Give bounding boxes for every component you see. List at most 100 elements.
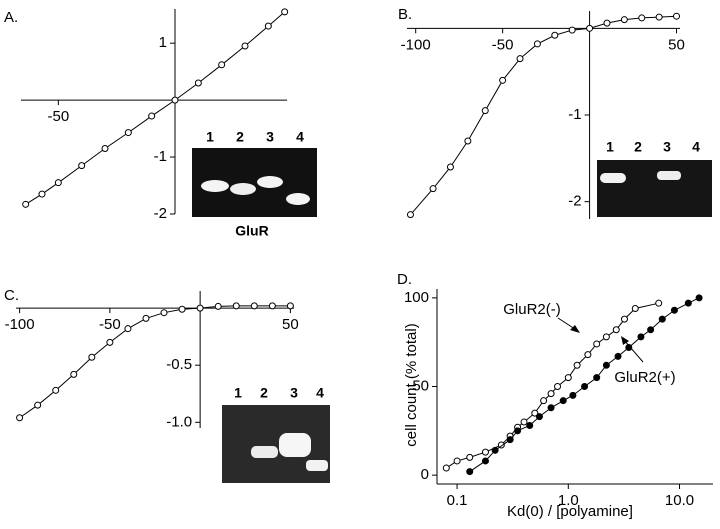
- data-point: [564, 374, 572, 382]
- data-point: [70, 370, 78, 378]
- x-tick-label: 50: [282, 316, 299, 333]
- y-tick-label: -1.0: [166, 413, 192, 430]
- x-tick-label: -50: [47, 108, 69, 125]
- data-point: [593, 340, 601, 348]
- annotation-arrow: [623, 339, 644, 363]
- y-tick-label: -1: [568, 106, 581, 123]
- y-tick-label: -0.5: [166, 356, 192, 373]
- data-point: [547, 404, 555, 412]
- data-point: [625, 344, 633, 351]
- data-point: [584, 351, 592, 359]
- data-point: [647, 326, 655, 334]
- lane-label: 3: [663, 139, 671, 155]
- lane-label: 2: [634, 139, 642, 155]
- data-point: [638, 14, 646, 22]
- data-point: [52, 386, 60, 394]
- data-point: [22, 200, 30, 208]
- data-point: [614, 352, 622, 360]
- data-point: [637, 333, 645, 341]
- y-tick-label: -2: [568, 193, 581, 210]
- data-point: [34, 401, 42, 409]
- data-point: [54, 179, 62, 187]
- data-point: [631, 305, 639, 312]
- x-tick-label: -100: [401, 36, 431, 53]
- data-point: [481, 107, 489, 115]
- data-point: [148, 112, 156, 120]
- lane-label: 2: [260, 385, 268, 401]
- data-point: [551, 31, 559, 39]
- y-tick-label: -2: [154, 205, 167, 222]
- arrow-head: [570, 325, 580, 333]
- data-point: [568, 26, 576, 34]
- x-tick-label: 0.1: [447, 492, 468, 509]
- data-point: [491, 446, 499, 454]
- data-point: [124, 129, 132, 137]
- lane-label: 2: [236, 129, 244, 145]
- data-point: [106, 338, 114, 346]
- lane-label: 3: [266, 129, 274, 145]
- data-point: [569, 391, 577, 399]
- data-point: [547, 390, 555, 398]
- data-point: [196, 304, 204, 312]
- data-point: [124, 325, 132, 333]
- data-point: [526, 422, 534, 429]
- y-tick-label: -1: [154, 148, 167, 165]
- data-point: [516, 55, 524, 63]
- data-point: [464, 137, 472, 145]
- y-tick-label: 1: [159, 34, 167, 51]
- lane-label: 3: [290, 385, 298, 401]
- data-point: [171, 96, 179, 104]
- data-point: [429, 185, 437, 193]
- data-point: [218, 61, 226, 69]
- data-point: [620, 16, 628, 24]
- lane-label: 4: [692, 139, 700, 155]
- data-point: [264, 22, 272, 30]
- lane-label: 4: [316, 385, 324, 401]
- x-tick-label: 10.0: [665, 492, 694, 509]
- data-point: [612, 326, 620, 334]
- data-point: [194, 79, 202, 87]
- lane-label: 1: [206, 129, 214, 145]
- gel-inset-b: [597, 160, 712, 217]
- data-point: [684, 299, 692, 307]
- data-point: [466, 468, 474, 476]
- data-point: [554, 383, 562, 390]
- data-point: [535, 413, 543, 421]
- data-point: [481, 457, 489, 465]
- data-point: [142, 314, 150, 322]
- panel-label: C.: [4, 287, 19, 304]
- data-point: [466, 453, 474, 461]
- data-point: [581, 383, 589, 390]
- y-tick-label: 0: [421, 466, 429, 483]
- panel-label: A.: [4, 9, 18, 26]
- data-point: [602, 361, 610, 369]
- data-point: [406, 211, 414, 219]
- data-point: [602, 333, 610, 341]
- lane-label: 1: [234, 385, 242, 401]
- data-point: [559, 397, 567, 405]
- data-point: [250, 302, 258, 310]
- data-point: [232, 302, 240, 310]
- lane-label: 1: [606, 139, 614, 155]
- data-point: [281, 8, 289, 16]
- data-point: [695, 294, 703, 302]
- lane-label: 4: [296, 129, 304, 145]
- arrow-head: [621, 336, 629, 345]
- data-point: [658, 315, 666, 323]
- y-axis-label: cell count (% total): [403, 323, 420, 446]
- y-tick-label: 50: [412, 377, 429, 394]
- data-point: [442, 464, 450, 472]
- data-point: [38, 190, 46, 198]
- gel-inset-c: [222, 405, 330, 483]
- data-point: [481, 448, 489, 456]
- panel-label: B.: [398, 6, 412, 23]
- data-point: [499, 76, 507, 84]
- data-point: [573, 361, 581, 369]
- data-point: [16, 414, 24, 422]
- data-point: [446, 163, 454, 171]
- data-point: [533, 40, 541, 48]
- data-point: [214, 302, 222, 310]
- data-point: [655, 299, 663, 307]
- series-line: [19, 305, 291, 419]
